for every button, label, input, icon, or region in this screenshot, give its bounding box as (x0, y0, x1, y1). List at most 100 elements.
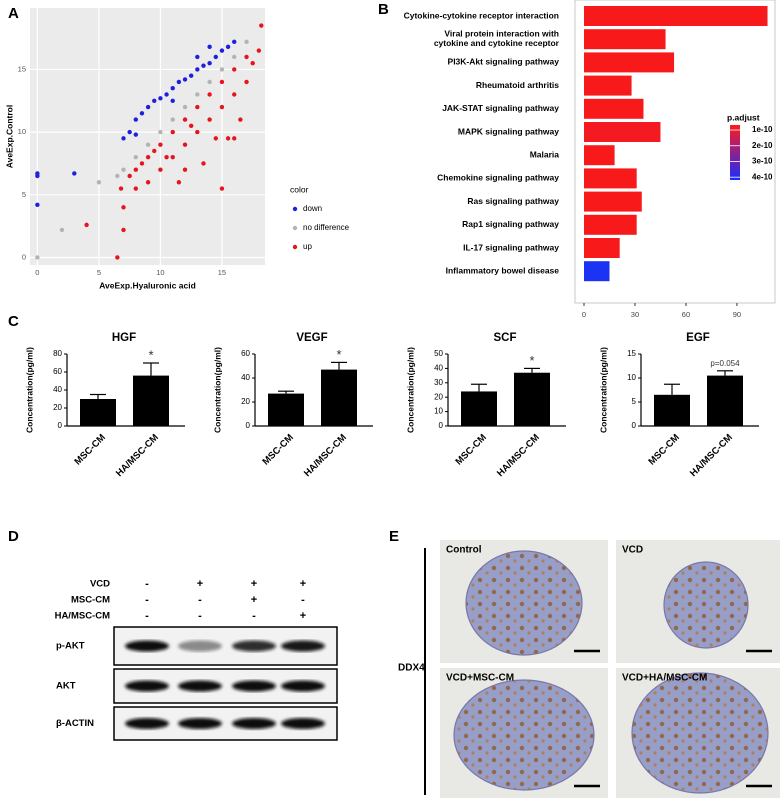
point (219, 79, 225, 85)
condition-sign: - (198, 610, 202, 622)
bar (80, 399, 116, 426)
blot-band (232, 718, 276, 729)
panel-label: VCD (622, 545, 643, 556)
y-axis-label: Concentration(pg/ml) (598, 347, 608, 433)
blot-band (125, 680, 169, 692)
point (232, 39, 237, 45)
legend-marker (292, 206, 298, 212)
condition-sign: - (198, 594, 202, 606)
panel-letter: D (8, 528, 19, 545)
point (182, 104, 188, 110)
y-tick-label: 20 (53, 403, 62, 412)
bar (584, 238, 620, 258)
category-label: IL-17 signaling pathway (463, 242, 559, 252)
point (170, 117, 175, 122)
bar (707, 375, 743, 426)
point (232, 136, 237, 141)
point (213, 54, 218, 60)
legend-title: color (290, 184, 309, 194)
blot-band (178, 680, 222, 692)
blot-band (178, 640, 222, 652)
colorbar-label: 4e-10 (752, 172, 773, 181)
point (35, 255, 40, 260)
y-tick-label: 60 (241, 349, 250, 358)
point (115, 173, 120, 179)
y-tick-label: 20 (434, 392, 443, 401)
colorbar-label: 1e-10 (752, 125, 773, 134)
condition-sign: - (301, 594, 305, 606)
point (170, 86, 175, 91)
point (182, 77, 188, 82)
x-axis-label: AveExp.Hyaluronic acid (99, 280, 196, 290)
point (195, 67, 200, 72)
point (121, 227, 126, 233)
chart-title: VEGF (296, 332, 327, 344)
point (118, 186, 124, 191)
point (225, 44, 231, 50)
point (170, 154, 175, 160)
bar (584, 52, 675, 73)
point (207, 60, 212, 66)
bar (584, 122, 661, 142)
point (133, 186, 139, 191)
point (133, 154, 139, 160)
point (121, 167, 126, 172)
x-tick-label: HA/MSC-CM (688, 432, 735, 479)
x-tick-label: 30 (631, 310, 639, 319)
y-tick-label: 40 (53, 385, 62, 394)
point (115, 255, 120, 260)
y-tick-label: 0 (632, 421, 637, 430)
panel-letter: B (378, 1, 389, 18)
condition-label: HA/MSC-CM (55, 611, 110, 622)
point (232, 54, 237, 60)
plot-background (30, 8, 265, 265)
blot-band (281, 718, 325, 729)
condition-sign: + (251, 594, 257, 606)
point (145, 154, 151, 160)
point (158, 167, 163, 172)
point (244, 79, 249, 85)
panel-label: Control (446, 545, 482, 556)
point (145, 142, 151, 147)
point (256, 48, 262, 53)
point (219, 186, 225, 191)
condition-sign: + (251, 578, 257, 590)
panel-letter: A (8, 5, 19, 22)
bar (584, 98, 644, 119)
bar (584, 6, 768, 26)
y-tick-label: 0 (246, 421, 251, 430)
condition-sign: - (145, 578, 149, 590)
blot-band (125, 718, 169, 729)
point (207, 79, 212, 85)
condition-sign: + (197, 578, 203, 590)
colorbar-label: 3e-10 (752, 157, 773, 166)
category-label: Viral protein interaction with cytokine a… (434, 29, 560, 49)
blot-band (281, 640, 325, 652)
condition-sign: - (145, 610, 149, 622)
x-tick-label: HA/MSC-CM (495, 432, 542, 479)
x-tick-label: HA/MSC-CM (302, 432, 349, 479)
point (139, 161, 145, 166)
chart-title: EGF (686, 332, 710, 344)
bar (268, 393, 304, 426)
tissue-section (465, 550, 583, 656)
point (121, 136, 126, 141)
category-label: Chemokine signaling pathway (437, 173, 559, 183)
point (244, 54, 249, 60)
bar (514, 372, 550, 426)
point (176, 180, 182, 185)
x-tick-label: 5 (97, 268, 101, 277)
bar (584, 29, 666, 50)
point (232, 67, 237, 72)
category-label: PI3K-Akt signaling pathway (448, 57, 560, 67)
point (176, 79, 182, 85)
point (127, 129, 132, 135)
point (207, 92, 212, 97)
point (164, 154, 169, 160)
tissue-section (631, 672, 769, 794)
point (182, 167, 188, 172)
point (182, 142, 188, 147)
x-tick-label: MSC-CM (454, 432, 489, 467)
annotation: * (336, 347, 341, 362)
